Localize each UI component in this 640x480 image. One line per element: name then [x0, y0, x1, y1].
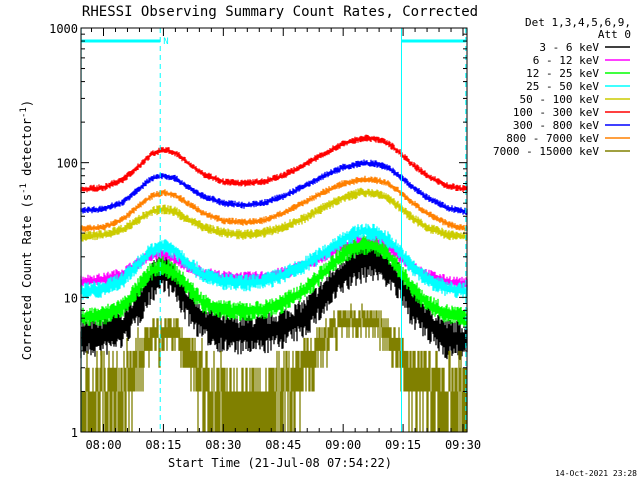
legend-header-line-2: Att 0 [598, 28, 631, 41]
chart-title: RHESSI Observing Summary Count Rates, Co… [82, 4, 478, 20]
legend-label-6: 300 - 800 keV [513, 119, 599, 132]
y-label-part-1: Corrected Count Rate (s [20, 194, 34, 360]
plot-frame [80, 27, 468, 433]
x-tick-label-3: 08:45 [265, 438, 301, 452]
x-tick-label-2: 08:30 [205, 438, 241, 452]
y-tick-label-0: 1 [71, 426, 78, 440]
x-tick-label-5: 09:15 [385, 438, 421, 452]
legend-label-8: 7000 - 15000 keV [493, 145, 599, 158]
series-layer [80, 134, 468, 432]
x-axis: 08:00 08:15 08:30 08:45 09:00 09:15 09:30 [85, 28, 481, 452]
x-tick-label-1: 08:15 [145, 438, 181, 452]
legend-label-5: 100 - 300 keV [513, 106, 599, 119]
legend-label-4: 50 - 100 keV [520, 93, 600, 106]
legend-header-line-1: Det 1,3,4,5,6,9, [525, 16, 631, 29]
y-label-exp-1: -1 [19, 183, 29, 194]
y-axis-label: Corrected Count Rate (s-1 detector-1) [19, 100, 34, 360]
x-tick-label-0: 08:00 [85, 438, 121, 452]
x-tick-label-4: 09:00 [325, 438, 361, 452]
y-tick-label-2: 100 [56, 157, 78, 171]
footer-date: 14-Oct-2021 23:28 [555, 469, 637, 478]
y-label-exp-2: -1 [19, 107, 29, 118]
legend-label-1: 6 - 12 keV [533, 54, 600, 67]
legend-label-0: 3 - 6 keV [539, 41, 599, 54]
legend-label-2: 12 - 25 keV [526, 67, 599, 80]
flag-marker-label: N [163, 37, 168, 47]
y-label-part-3: ) [20, 100, 34, 107]
x-axis-label: Start Time (21-Jul-08 07:54:22) [168, 456, 392, 470]
legend-label-3: 25 - 50 keV [526, 80, 599, 93]
y-axis: 1 10 100 1000 [49, 22, 467, 440]
y-label-part-2: detector [20, 118, 34, 183]
y-tick-label-3: 1000 [49, 22, 78, 36]
legend-label-7: 800 - 7000 keV [506, 132, 599, 145]
x-tick-label-6: 09:30 [445, 438, 481, 452]
y-tick-label-1: 10 [64, 291, 78, 305]
